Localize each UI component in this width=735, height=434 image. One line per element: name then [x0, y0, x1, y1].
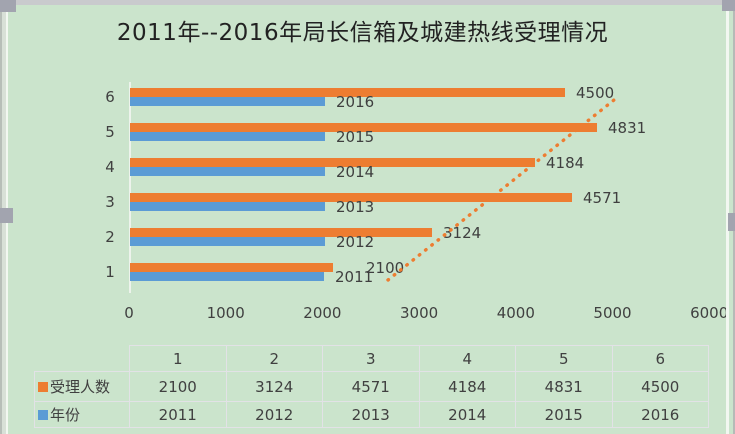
chart-title[interactable]: 2011年--2016年局长信箱及城建热线受理情况 [116, 20, 609, 46]
sheet-edge-top [0, 0, 735, 5]
table-cell-r2-c1: 2011 [130, 402, 227, 428]
table-cell-r2-c3: 2013 [323, 402, 420, 428]
table-row-header-year: 年份 [34, 402, 130, 428]
data-label-accepted-cat1[interactable]: 2100 [366, 259, 405, 277]
category-axis-label-5[interactable]: 5 [105, 123, 115, 141]
chart-data-table[interactable]: 1 2 3 4 5 6 受理人数 2100 3124 4571 4184 4831 4500 年份 2011… [34, 345, 709, 428]
table-cell-r1-c3: 4571 [323, 372, 420, 402]
category-axis-label-3[interactable]: 3 [105, 193, 115, 211]
resize-handle-right-middle[interactable] [728, 213, 735, 231]
legend-key-accepted [38, 381, 48, 392]
x-axis-tick-1000: 1000 [206, 304, 245, 322]
category-axis-label-1[interactable]: 1 [105, 263, 115, 281]
table-row-header-accepted: 受理人数 [34, 372, 130, 402]
data-label-accepted-cat4[interactable]: 4184 [546, 154, 585, 172]
bar-accepted-cat2[interactable] [130, 228, 432, 237]
table-cell-r2-c5: 2015 [516, 402, 613, 428]
bar-year-cat2[interactable] [130, 237, 325, 246]
trendline-dotted[interactable] [386, 94, 621, 282]
data-label-accepted-cat2[interactable]: 3124 [443, 224, 482, 242]
table-corner-cell [34, 345, 130, 372]
table-col-header-1: 1 [130, 345, 227, 372]
data-label-year-cat1[interactable]: 2011 [335, 268, 374, 286]
bar-year-cat6[interactable] [130, 97, 325, 106]
table-col-header-4: 4 [419, 345, 516, 372]
bar-year-cat4[interactable] [130, 167, 325, 176]
data-label-accepted-cat5[interactable]: 4831 [608, 119, 647, 137]
resize-handle-top-right[interactable] [722, 0, 735, 11]
table-cell-r2-c4: 2014 [419, 402, 516, 428]
table-cell-r1-c6: 4500 [612, 372, 709, 402]
data-label-year-cat5[interactable]: 2015 [336, 128, 375, 146]
bar-year-cat3[interactable] [130, 202, 325, 211]
table-cell-r1-c1: 2100 [130, 372, 227, 402]
bar-accepted-cat3[interactable] [130, 193, 572, 202]
x-axis-tick-3000: 3000 [400, 304, 439, 322]
data-label-year-cat4[interactable]: 2014 [336, 163, 375, 181]
bar-year-cat5[interactable] [130, 132, 325, 141]
bar-accepted-cat1[interactable] [130, 263, 333, 272]
table-row-header-label: 年份 [50, 406, 81, 424]
table-cell-r1-c4: 4184 [419, 372, 516, 402]
legend-key-year [38, 409, 48, 420]
table-cell-r1-c5: 4831 [516, 372, 613, 402]
data-label-year-cat6[interactable]: 2016 [336, 93, 375, 111]
data-label-year-cat3[interactable]: 2013 [336, 198, 375, 216]
resize-handle-left-middle[interactable] [0, 208, 13, 223]
resize-handle-top-left[interactable] [0, 0, 16, 12]
data-label-accepted-cat6[interactable]: 4500 [576, 84, 615, 102]
x-axis-tick-0: 0 [124, 304, 134, 322]
category-axis-label-2[interactable]: 2 [105, 228, 115, 246]
x-axis-tick-6000: 6000 [690, 304, 729, 322]
category-axis-label-4[interactable]: 4 [105, 158, 115, 176]
table-col-header-6: 6 [612, 345, 709, 372]
data-label-accepted-cat3[interactable]: 4571 [583, 189, 622, 207]
table-col-header-2: 2 [226, 345, 323, 372]
data-label-year-cat2[interactable]: 2012 [336, 233, 375, 251]
table-row-header-label: 受理人数 [50, 378, 111, 396]
bar-accepted-cat5[interactable] [130, 123, 597, 132]
table-cell-r1-c2: 3124 [226, 372, 323, 402]
table-cell-r2-c2: 2012 [226, 402, 323, 428]
category-axis-label-6[interactable]: 6 [105, 88, 115, 106]
value-axis-line [129, 82, 131, 293]
bar-accepted-cat6[interactable] [130, 88, 565, 97]
bar-accepted-cat4[interactable] [130, 158, 535, 167]
table-col-header-3: 3 [323, 345, 420, 372]
x-axis-tick-5000: 5000 [593, 304, 632, 322]
table-col-header-5: 5 [516, 345, 613, 372]
x-axis-tick-4000: 4000 [496, 304, 535, 322]
chart-border-right [726, 5, 729, 434]
bar-year-cat1[interactable] [130, 272, 324, 281]
x-axis-tick-2000: 2000 [303, 304, 342, 322]
table-cell-r2-c6: 2016 [612, 402, 709, 428]
